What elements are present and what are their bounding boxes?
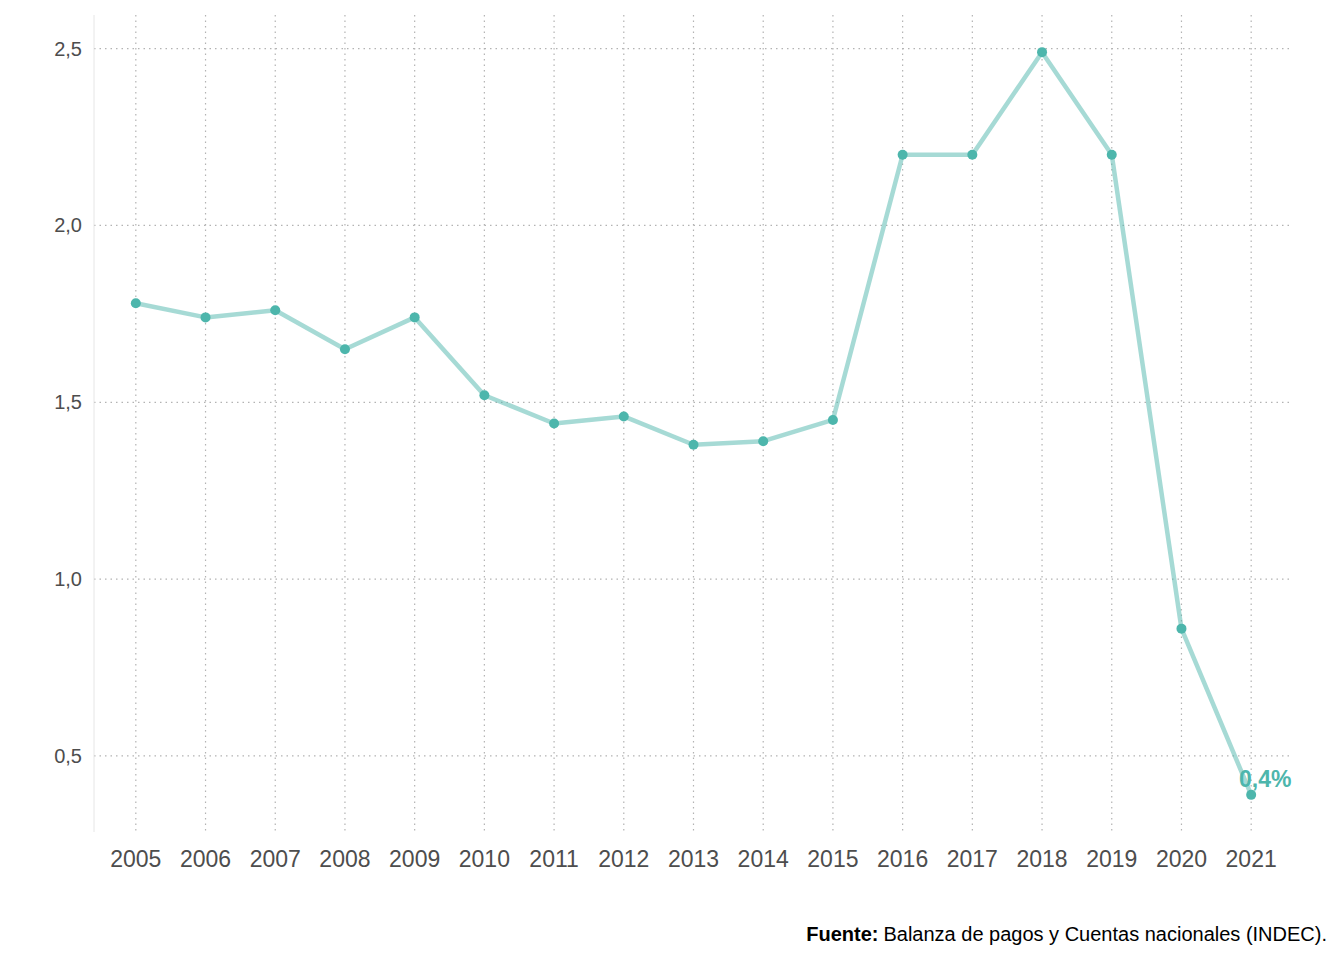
y-tick-label: 2,0 xyxy=(54,214,82,236)
point xyxy=(1107,150,1117,160)
y-tick-label: 1,0 xyxy=(54,568,82,590)
grid-line-y xyxy=(94,755,1293,756)
grid-line-x xyxy=(1041,15,1042,832)
point xyxy=(758,436,768,446)
point xyxy=(828,415,838,425)
point xyxy=(549,419,559,429)
x-tick-label: 2008 xyxy=(319,846,370,872)
grid xyxy=(94,15,1293,832)
y-tick-label: 0,5 xyxy=(54,745,82,767)
y-tick-label: 1,5 xyxy=(54,391,82,413)
y-tick-label: 2,5 xyxy=(54,38,82,60)
x-tick-label: 2015 xyxy=(807,846,858,872)
point xyxy=(410,312,420,322)
x-tick-label: 2006 xyxy=(180,846,231,872)
grid-line-x xyxy=(135,15,136,832)
x-tick-label: 2014 xyxy=(738,846,789,872)
x-tick-label: 2021 xyxy=(1226,846,1277,872)
grid-line-x xyxy=(344,15,345,832)
point xyxy=(479,390,489,400)
point xyxy=(1176,624,1186,634)
series-line xyxy=(136,52,1251,795)
grid-line-x xyxy=(1111,15,1112,832)
grid-line-x xyxy=(763,15,764,832)
x-tick-label: 2009 xyxy=(389,846,440,872)
point xyxy=(131,298,141,308)
x-tick-label: 2018 xyxy=(1016,846,1067,872)
grid-line-x xyxy=(205,15,206,832)
chart: 0,5 1,0 1,5 2,0 2,5 2005 2006 2007 2008 2009 2010 2… xyxy=(0,0,1344,960)
grid-line-y xyxy=(94,579,1293,580)
grid-line-x xyxy=(902,15,903,832)
point xyxy=(201,312,211,322)
point xyxy=(619,411,629,421)
data-labels: 0,4% xyxy=(1239,766,1291,792)
x-tick-label: 2005 xyxy=(110,846,161,872)
x-tick-label: 2020 xyxy=(1156,846,1207,872)
point xyxy=(1037,47,1047,57)
y-axis-line xyxy=(94,15,95,832)
x-tick-label: 2012 xyxy=(598,846,649,872)
x-tick-label: 2007 xyxy=(250,846,301,872)
grid-line-x xyxy=(1251,15,1252,832)
grid-line-x xyxy=(972,15,973,832)
grid-line-x xyxy=(414,15,415,832)
grid-line-x xyxy=(484,15,485,832)
x-tick-label: 2016 xyxy=(877,846,928,872)
source-note: Fuente:Balanza de pagos y Cuentas nacion… xyxy=(806,923,1327,945)
data-label: 0,4% xyxy=(1239,766,1291,792)
x-tick-label: 2013 xyxy=(668,846,719,872)
point xyxy=(270,305,280,315)
point xyxy=(967,150,977,160)
source-label: Fuente: xyxy=(806,923,878,945)
x-tick-label: 2010 xyxy=(459,846,510,872)
x-tick-label: 2019 xyxy=(1086,846,1137,872)
point xyxy=(340,344,350,354)
x-tick-label: 2011 xyxy=(529,846,578,872)
grid-line-x xyxy=(623,15,624,832)
grid-line-x xyxy=(275,15,276,832)
x-tick-label: 2017 xyxy=(947,846,998,872)
point xyxy=(689,440,699,450)
grid-line-x xyxy=(693,15,694,832)
point xyxy=(898,150,908,160)
source-text: Balanza de pagos y Cuentas nacionales (I… xyxy=(883,923,1327,945)
grid-line-y xyxy=(94,402,1293,403)
plot-data xyxy=(131,47,1256,800)
grid-line-x xyxy=(1181,15,1182,832)
